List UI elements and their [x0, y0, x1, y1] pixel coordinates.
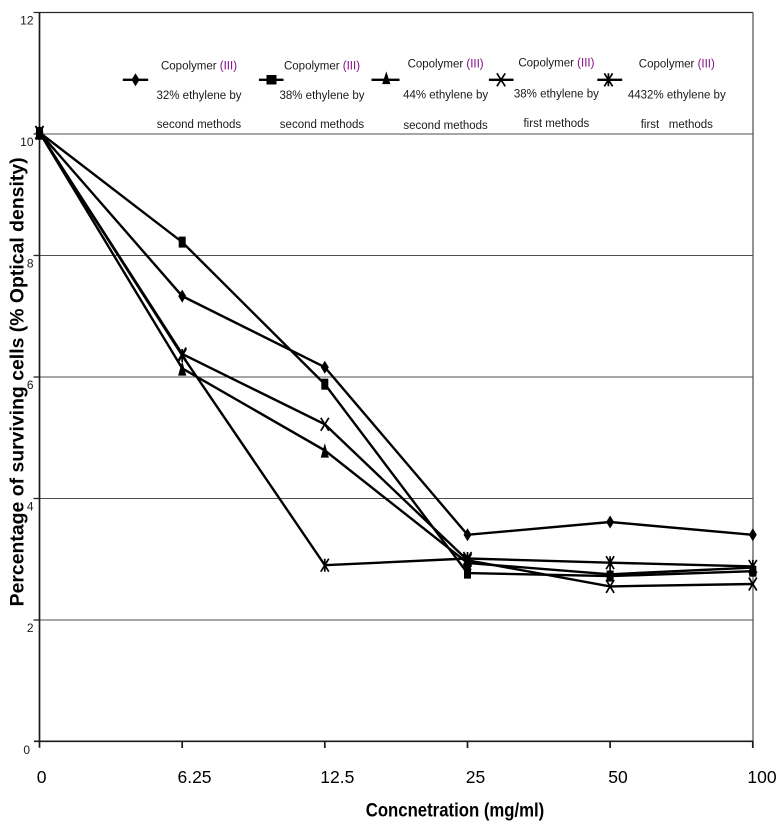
- svg-text:38% ethylene by: 38% ethylene by: [279, 90, 364, 102]
- svg-text:second methods: second methods: [157, 119, 242, 131]
- svg-text:44% ethylene by: 44% ethylene by: [403, 90, 488, 102]
- svg-text:6: 6: [27, 378, 34, 392]
- svg-text:Concnetration (mg/ml): Concnetration (mg/ml): [366, 801, 545, 822]
- svg-text:6.25: 6.25: [177, 767, 211, 787]
- svg-text:10: 10: [20, 135, 34, 149]
- svg-text:12: 12: [20, 14, 34, 28]
- svg-text:25: 25: [466, 767, 485, 787]
- svg-text:4: 4: [27, 500, 34, 514]
- svg-text:Copolymer (III): Copolymer (III): [518, 58, 594, 70]
- svg-text:first methods: first methods: [523, 118, 589, 130]
- svg-text:12.5: 12.5: [320, 767, 354, 787]
- svg-text:32% ethylene by: 32% ethylene by: [156, 90, 241, 102]
- svg-text:Copolymer (III): Copolymer (III): [639, 59, 715, 71]
- svg-text:Copolymer (III): Copolymer (III): [284, 61, 360, 73]
- svg-text:Copolymer (III): Copolymer (III): [408, 59, 484, 71]
- svg-text:100: 100: [747, 767, 776, 787]
- svg-text:0: 0: [23, 743, 30, 757]
- svg-text:second methods: second methods: [280, 119, 365, 131]
- svg-text:Percentage of surviving cells: Percentage of surviving cells (% Optical…: [8, 157, 29, 606]
- svg-text:50: 50: [608, 767, 628, 787]
- svg-text:second methods: second methods: [403, 120, 488, 132]
- svg-text:Copolymer (III): Copolymer (III): [161, 61, 237, 73]
- svg-text:4432% ethylene by: 4432% ethylene by: [628, 89, 726, 101]
- svg-text:0: 0: [37, 767, 47, 787]
- svg-text:2: 2: [27, 621, 34, 635]
- svg-text:8: 8: [27, 257, 34, 271]
- svg-text:38% ethylene by: 38% ethylene by: [514, 88, 599, 100]
- svg-text:first methods: first methods: [641, 119, 713, 131]
